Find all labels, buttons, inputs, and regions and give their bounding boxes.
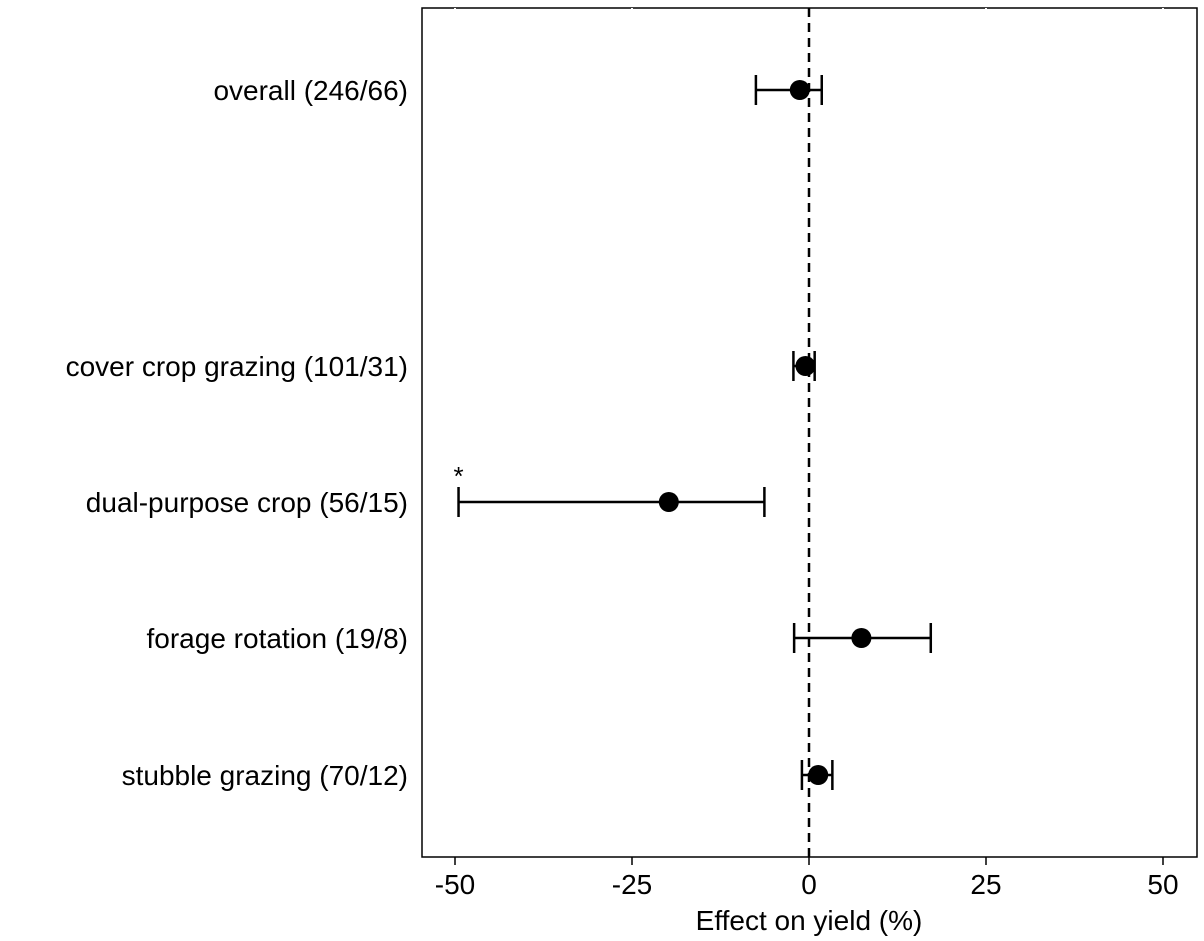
x-tick-label: 25 xyxy=(970,869,1001,900)
estimate-point xyxy=(658,492,679,512)
x-tick-label: -50 xyxy=(435,869,475,900)
forest-row: stubble grazing (70/12) xyxy=(122,760,834,791)
forest-row: dual-purpose crop (56/15) * xyxy=(86,461,766,518)
estimate-point xyxy=(795,356,816,376)
x-tick-label: -25 xyxy=(612,869,652,900)
estimate-point xyxy=(808,765,829,785)
significance-marker: * xyxy=(453,461,463,491)
forest-row: cover crop grazing (101/31) xyxy=(66,351,816,382)
estimate-point xyxy=(789,80,810,100)
x-axis: -50 -25 0 25 50 xyxy=(435,857,1179,900)
x-tick-label: 50 xyxy=(1147,869,1178,900)
forest-row: forage rotation (19/8) xyxy=(147,623,933,654)
row-label: cover crop grazing (101/31) xyxy=(66,351,408,382)
x-tick-label: 0 xyxy=(801,869,817,900)
x-axis-title: Effect on yield (%) xyxy=(696,905,923,936)
row-label: overall (246/66) xyxy=(213,75,408,106)
row-label: stubble grazing (70/12) xyxy=(122,760,408,791)
forest-rows: overall (246/66) cover crop grazing (101/… xyxy=(66,75,933,791)
row-label: dual-purpose crop (56/15) xyxy=(86,487,408,518)
estimate-point xyxy=(851,628,872,648)
row-label: forage rotation (19/8) xyxy=(147,623,409,654)
forest-row: overall (246/66) xyxy=(213,75,823,106)
